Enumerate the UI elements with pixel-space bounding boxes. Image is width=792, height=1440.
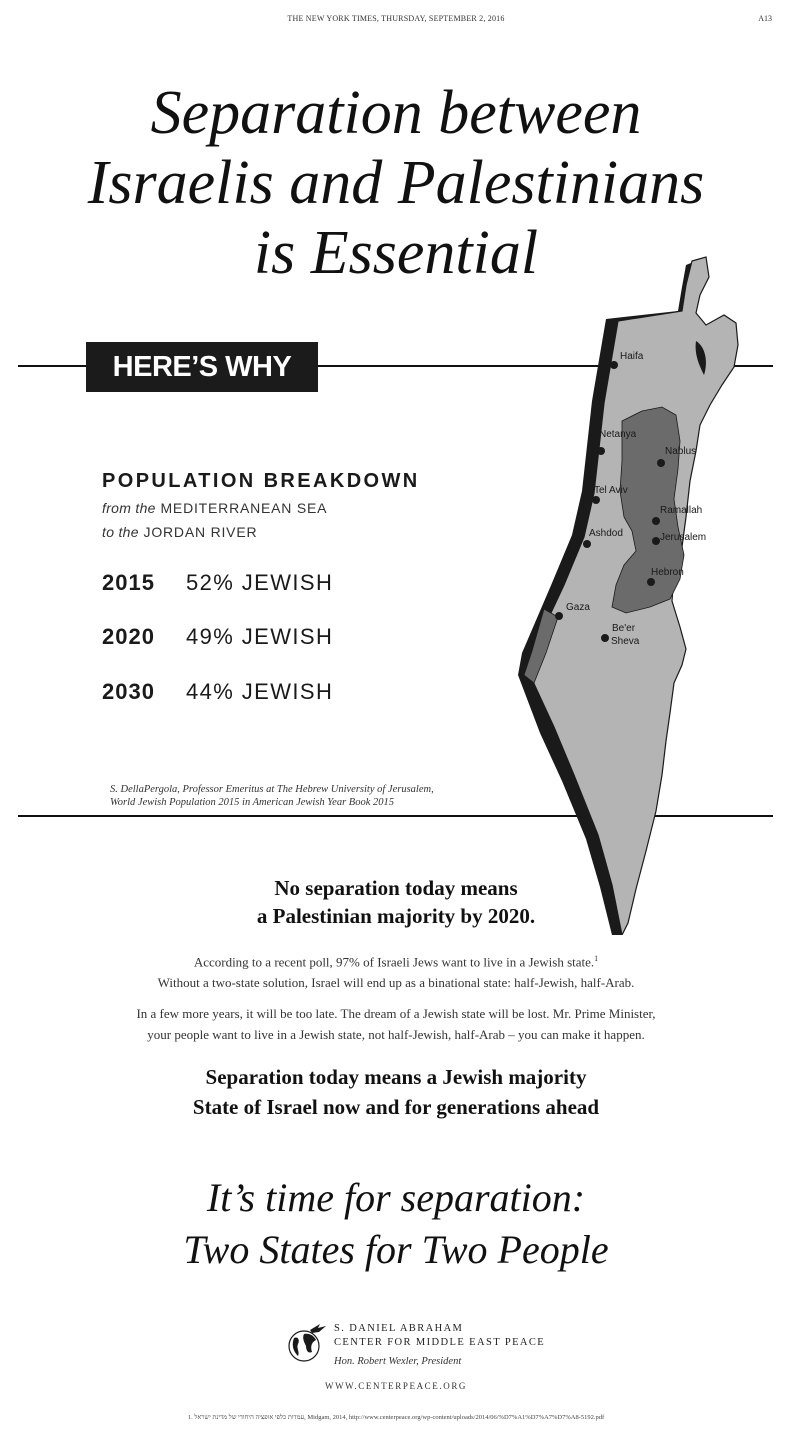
organization-signature: S. DANIEL ABRAHAM CENTER FOR MIDDLE EAST… xyxy=(286,1318,544,1378)
page-number: A13 xyxy=(758,14,772,23)
population-breakdown-title: POPULATION BREAKDOWN xyxy=(102,470,420,492)
west-bank-territory xyxy=(611,406,685,614)
newspaper-date-line: THE NEW YORK TIMES, THURSDAY, SEPTEMBER … xyxy=(287,14,505,23)
city-label: Gaza xyxy=(566,602,590,613)
city-tel-aviv: Tel Aviv xyxy=(592,485,628,504)
population-subtitle-line-1: from the MEDITERRANEAN SEA xyxy=(102,500,327,516)
claim-line-2: State of Israel now and for generations … xyxy=(192,1095,600,1119)
city-beer-sheva: Be'er Sheva xyxy=(601,623,640,647)
bottom-divider-rule xyxy=(18,815,773,817)
organization-name-line-2: CENTER FOR MIDDLE EAST PEACE xyxy=(334,1337,546,1348)
city-label: Ashdod xyxy=(589,528,623,539)
city-label: Sheva xyxy=(611,636,640,647)
footnote: 1. עמדות כלפי אופציה היחודי של מדינת ישר… xyxy=(187,1414,605,1421)
city-label: Nablus xyxy=(665,446,696,457)
claim-line-2: a Palestinian majority by 2020. xyxy=(256,904,536,928)
headline-line-1: Separation between xyxy=(150,79,642,147)
body-paragraph-1: According to a recent poll, 97% of Israe… xyxy=(0,948,792,993)
masthead: THE NEW YORK TIMES, THURSDAY, SEPTEMBER … xyxy=(0,14,792,28)
stat-value: 44% JEWISH xyxy=(186,679,334,704)
stat-year: 2015 xyxy=(102,570,155,595)
city-label: Be'er xyxy=(612,623,636,634)
city-ashdod: Ashdod xyxy=(583,528,623,548)
city-jerusalem: Jerusalem xyxy=(652,532,706,545)
subtitle-prefix: from the xyxy=(102,500,156,516)
heres-why-banner: HERE’S WHY xyxy=(86,342,318,392)
website-url: WWW.CENTERPEACE.ORG xyxy=(324,1381,468,1391)
claim-line-1: Separation today means a Jewish majority xyxy=(205,1065,587,1089)
source-citation: S. DellaPergola, Professor Emeritus at T… xyxy=(110,783,490,809)
city-label: Ramallah xyxy=(660,505,702,516)
paragraph-line-1: In a few more years, it will be too late… xyxy=(136,1006,656,1021)
city-label: Jerusalem xyxy=(660,532,706,543)
paragraph-line-2: your people want to live in a Jewish sta… xyxy=(147,1027,645,1042)
subtitle-place: JORDAN RIVER xyxy=(143,524,258,540)
headline: Separation between Israelis and Palestin… xyxy=(0,78,792,288)
stat-value: 52% JEWISH xyxy=(186,570,334,595)
claim-no-separation: No separation today means a Palestinian … xyxy=(0,874,792,930)
population-subtitle-line-2: to the JORDAN RIVER xyxy=(102,524,257,540)
city-label: Haifa xyxy=(620,351,644,362)
closing-statement: It’s time for separation: Two States for… xyxy=(0,1172,792,1276)
organization-name-line-1: S. DANIEL ABRAHAM xyxy=(334,1323,464,1334)
israel-map: Haifa Netanya Nablus Tel Aviv Ramallah A… xyxy=(518,256,739,935)
headline-line-3: is Essential xyxy=(253,219,539,287)
map-extrusion-edge xyxy=(518,257,709,935)
footnote-mark: 1 xyxy=(594,954,599,963)
city-hebron: Hebron xyxy=(647,567,684,586)
city-label: Tel Aviv xyxy=(594,485,628,496)
city-ramallah: Ramallah xyxy=(652,505,702,525)
city-netanya: Netanya xyxy=(597,429,637,455)
city-nablus: Nablus xyxy=(657,446,696,467)
city-haifa: Haifa xyxy=(610,351,644,369)
claim-line-1: No separation today means xyxy=(274,876,518,900)
claim-separation-today: Separation today means a Jewish majority… xyxy=(0,1062,792,1122)
top-divider-rule xyxy=(18,365,773,367)
stat-value: 49% JEWISH xyxy=(186,624,334,649)
city-label: Hebron xyxy=(651,567,684,578)
subtitle-prefix: to the xyxy=(102,524,139,540)
sea-of-galilee xyxy=(695,341,706,375)
subtitle-place: MEDITERRANEAN SEA xyxy=(160,500,328,516)
closing-line-1: It’s time for separation: xyxy=(206,1175,586,1220)
city-label: Netanya xyxy=(599,429,637,440)
poll-text: According to a recent poll, 97% of Israe… xyxy=(193,954,595,970)
paragraph-line-1: According to a recent poll, 97% of Israe… xyxy=(0,948,792,972)
body-paragraph-2: In a few more years, it will be too late… xyxy=(0,1003,792,1045)
organization-name: S. DANIEL ABRAHAM CENTER FOR MIDDLE EAST… xyxy=(334,1322,545,1350)
organization-president: Hon. Robert Wexler, President xyxy=(334,1356,462,1367)
headline-line-2: Israelis and Palestinians xyxy=(87,149,705,217)
source-line-2: World Jewish Population 2015 in American… xyxy=(110,797,394,808)
stat-year: 2020 xyxy=(102,624,155,649)
closing-line-2: Two States for Two People xyxy=(183,1227,609,1272)
globe-dove-icon xyxy=(288,1324,326,1362)
paragraph-line-2: Without a two-state solution, Israel wil… xyxy=(157,975,635,991)
city-gaza: Gaza xyxy=(555,602,590,620)
stat-year: 2030 xyxy=(102,679,155,704)
source-line-1: S. DellaPergola, Professor Emeritus at T… xyxy=(110,784,434,795)
